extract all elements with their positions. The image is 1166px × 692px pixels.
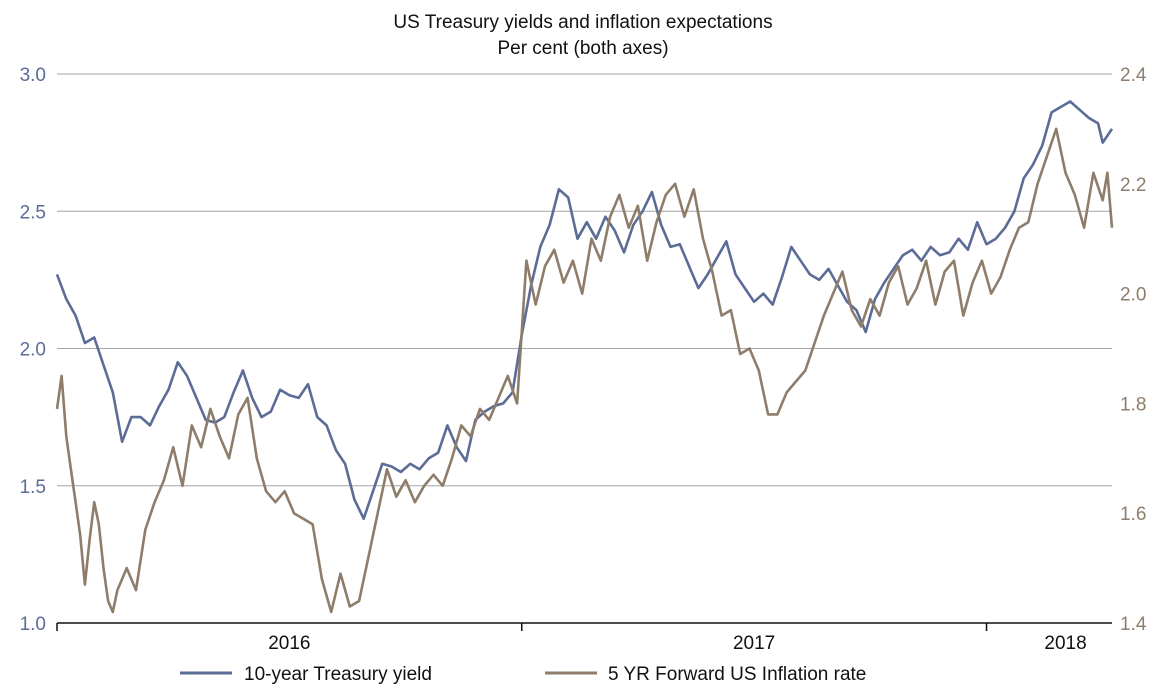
chart-subtitle: Per cent (both axes) <box>497 38 668 59</box>
right-tick-label: 1.6 <box>1120 504 1146 525</box>
x-axis: 2016 2017 2018 <box>56 622 1112 654</box>
left-axis-ticks: 1.0 1.5 2.0 2.5 3.0 <box>20 65 46 635</box>
x-tick-label: 2016 <box>268 633 310 654</box>
chart-title: US Treasury yields and inflation expecta… <box>393 12 772 33</box>
series-lines <box>55 100 1114 614</box>
x-tick-label: 2017 <box>733 633 775 654</box>
right-tick-label: 2.4 <box>1120 65 1147 86</box>
grid-lines <box>57 73 1112 487</box>
series-line-inflation-rate <box>55 127 1114 614</box>
right-axis-ticks: 1.4 1.6 1.8 2.0 2.2 2.4 <box>1120 65 1147 635</box>
x-tick-label: 2018 <box>1044 633 1086 654</box>
legend: 10-year Treasury yield 5 YR Forward US I… <box>180 664 866 685</box>
right-tick-label: 1.8 <box>1120 394 1146 415</box>
left-tick-label: 1.5 <box>20 477 46 498</box>
right-tick-label: 1.4 <box>1120 614 1147 635</box>
legend-label-inflation: 5 YR Forward US Inflation rate <box>608 664 866 685</box>
left-tick-label: 2.0 <box>20 340 46 361</box>
legend-label-treasury: 10-year Treasury yield <box>244 664 432 685</box>
right-tick-label: 2.2 <box>1120 175 1146 196</box>
left-tick-label: 2.5 <box>20 202 46 223</box>
left-tick-label: 1.0 <box>20 614 46 635</box>
right-tick-label: 2.0 <box>1120 285 1146 306</box>
series-line-treasury-yield <box>55 100 1114 520</box>
left-tick-label: 3.0 <box>20 65 46 86</box>
